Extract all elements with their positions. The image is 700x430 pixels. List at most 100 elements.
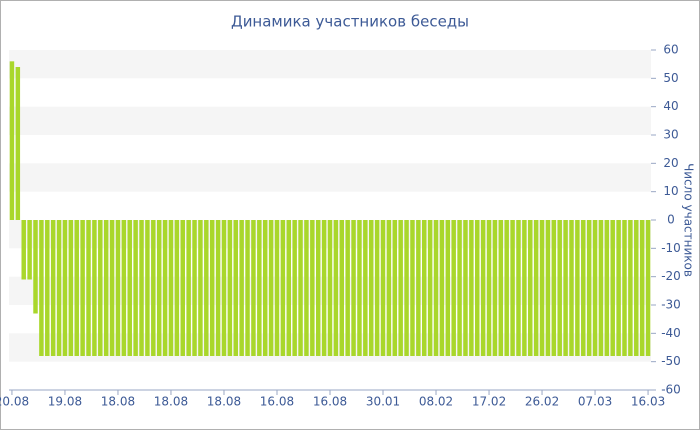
bar bbox=[368, 220, 374, 356]
bar bbox=[492, 220, 498, 356]
bar bbox=[610, 220, 615, 356]
bar bbox=[292, 220, 297, 356]
bar bbox=[575, 220, 580, 356]
bar bbox=[404, 220, 409, 356]
y-tick-label: 50 bbox=[663, 71, 678, 85]
bar bbox=[227, 220, 233, 356]
bar bbox=[50, 220, 56, 356]
bar bbox=[645, 220, 651, 356]
bar bbox=[151, 220, 156, 356]
bar bbox=[439, 220, 445, 356]
bar bbox=[315, 220, 321, 356]
bar bbox=[333, 220, 339, 356]
bar bbox=[262, 220, 268, 356]
bar bbox=[280, 220, 286, 356]
y-tick-label: 10 bbox=[663, 184, 678, 198]
bar bbox=[45, 220, 50, 356]
bar bbox=[268, 220, 274, 356]
bar bbox=[68, 220, 74, 356]
bar bbox=[475, 220, 480, 356]
y-tick-label: -50 bbox=[661, 354, 681, 368]
x-tick-label: 07.03 bbox=[578, 395, 612, 409]
bar bbox=[539, 220, 545, 356]
bar bbox=[15, 67, 21, 220]
bar bbox=[516, 220, 521, 356]
bar bbox=[168, 220, 174, 356]
x-tick-label: 30.01 bbox=[366, 395, 400, 409]
bar bbox=[98, 220, 103, 356]
bar bbox=[563, 220, 568, 356]
bar bbox=[386, 220, 392, 356]
x-tick-label: 16.08 bbox=[313, 395, 347, 409]
bar bbox=[634, 220, 639, 356]
y-tick-label: -20 bbox=[661, 269, 681, 283]
bar bbox=[245, 220, 250, 356]
bar bbox=[327, 220, 333, 356]
x-tick-label: 19.08 bbox=[48, 395, 82, 409]
bar bbox=[192, 220, 197, 356]
bar bbox=[380, 220, 386, 356]
x-tick-label: 16.03 bbox=[631, 395, 665, 409]
bar bbox=[174, 220, 180, 356]
bar bbox=[251, 220, 256, 356]
y-tick-label: -60 bbox=[661, 383, 681, 397]
bar bbox=[374, 220, 380, 356]
bar bbox=[103, 220, 109, 356]
bar bbox=[204, 220, 209, 356]
bar bbox=[321, 220, 327, 356]
bar bbox=[180, 220, 185, 356]
bar bbox=[469, 220, 474, 356]
bar bbox=[115, 220, 121, 356]
bar bbox=[351, 220, 356, 356]
bar bbox=[363, 220, 368, 356]
bar bbox=[422, 220, 427, 356]
bar bbox=[209, 220, 215, 356]
bar bbox=[74, 220, 79, 356]
bar bbox=[639, 220, 645, 356]
bar bbox=[56, 220, 62, 356]
bar bbox=[27, 220, 32, 280]
x-tick-label: 08.02 bbox=[419, 395, 453, 409]
bar bbox=[427, 220, 433, 356]
bar bbox=[80, 220, 85, 356]
grid-band bbox=[9, 50, 651, 79]
bar bbox=[133, 220, 138, 356]
bar bbox=[604, 220, 610, 356]
bar bbox=[62, 220, 68, 356]
bar bbox=[339, 220, 345, 356]
bar bbox=[127, 220, 132, 356]
bar bbox=[569, 220, 574, 356]
bar bbox=[345, 220, 350, 356]
bar bbox=[628, 220, 633, 356]
bar bbox=[622, 220, 627, 356]
bar bbox=[416, 220, 421, 356]
bar bbox=[486, 220, 492, 356]
bar bbox=[445, 220, 451, 356]
chart-title: Динамика участников беседы bbox=[231, 13, 469, 31]
bar bbox=[581, 220, 586, 356]
bar bbox=[392, 220, 398, 356]
bar bbox=[109, 220, 115, 356]
bar bbox=[257, 220, 262, 356]
bar bbox=[510, 220, 515, 356]
grid-band bbox=[9, 106, 651, 135]
bar bbox=[457, 220, 462, 356]
y-tick-label: 40 bbox=[663, 99, 678, 113]
bar bbox=[39, 220, 44, 356]
bar bbox=[33, 220, 38, 314]
bar bbox=[592, 220, 598, 356]
bar bbox=[198, 220, 203, 356]
bar bbox=[357, 220, 362, 356]
bar bbox=[533, 220, 539, 356]
bar bbox=[310, 220, 315, 356]
x-tick-label: 18.08 bbox=[101, 395, 135, 409]
y-tick-label: 0 bbox=[667, 213, 675, 227]
bar bbox=[545, 220, 551, 356]
y-tick-label: 20 bbox=[663, 156, 678, 170]
bar bbox=[9, 61, 15, 221]
bar bbox=[463, 220, 468, 356]
bar bbox=[433, 220, 439, 356]
bar bbox=[598, 220, 604, 356]
bar bbox=[451, 220, 456, 356]
